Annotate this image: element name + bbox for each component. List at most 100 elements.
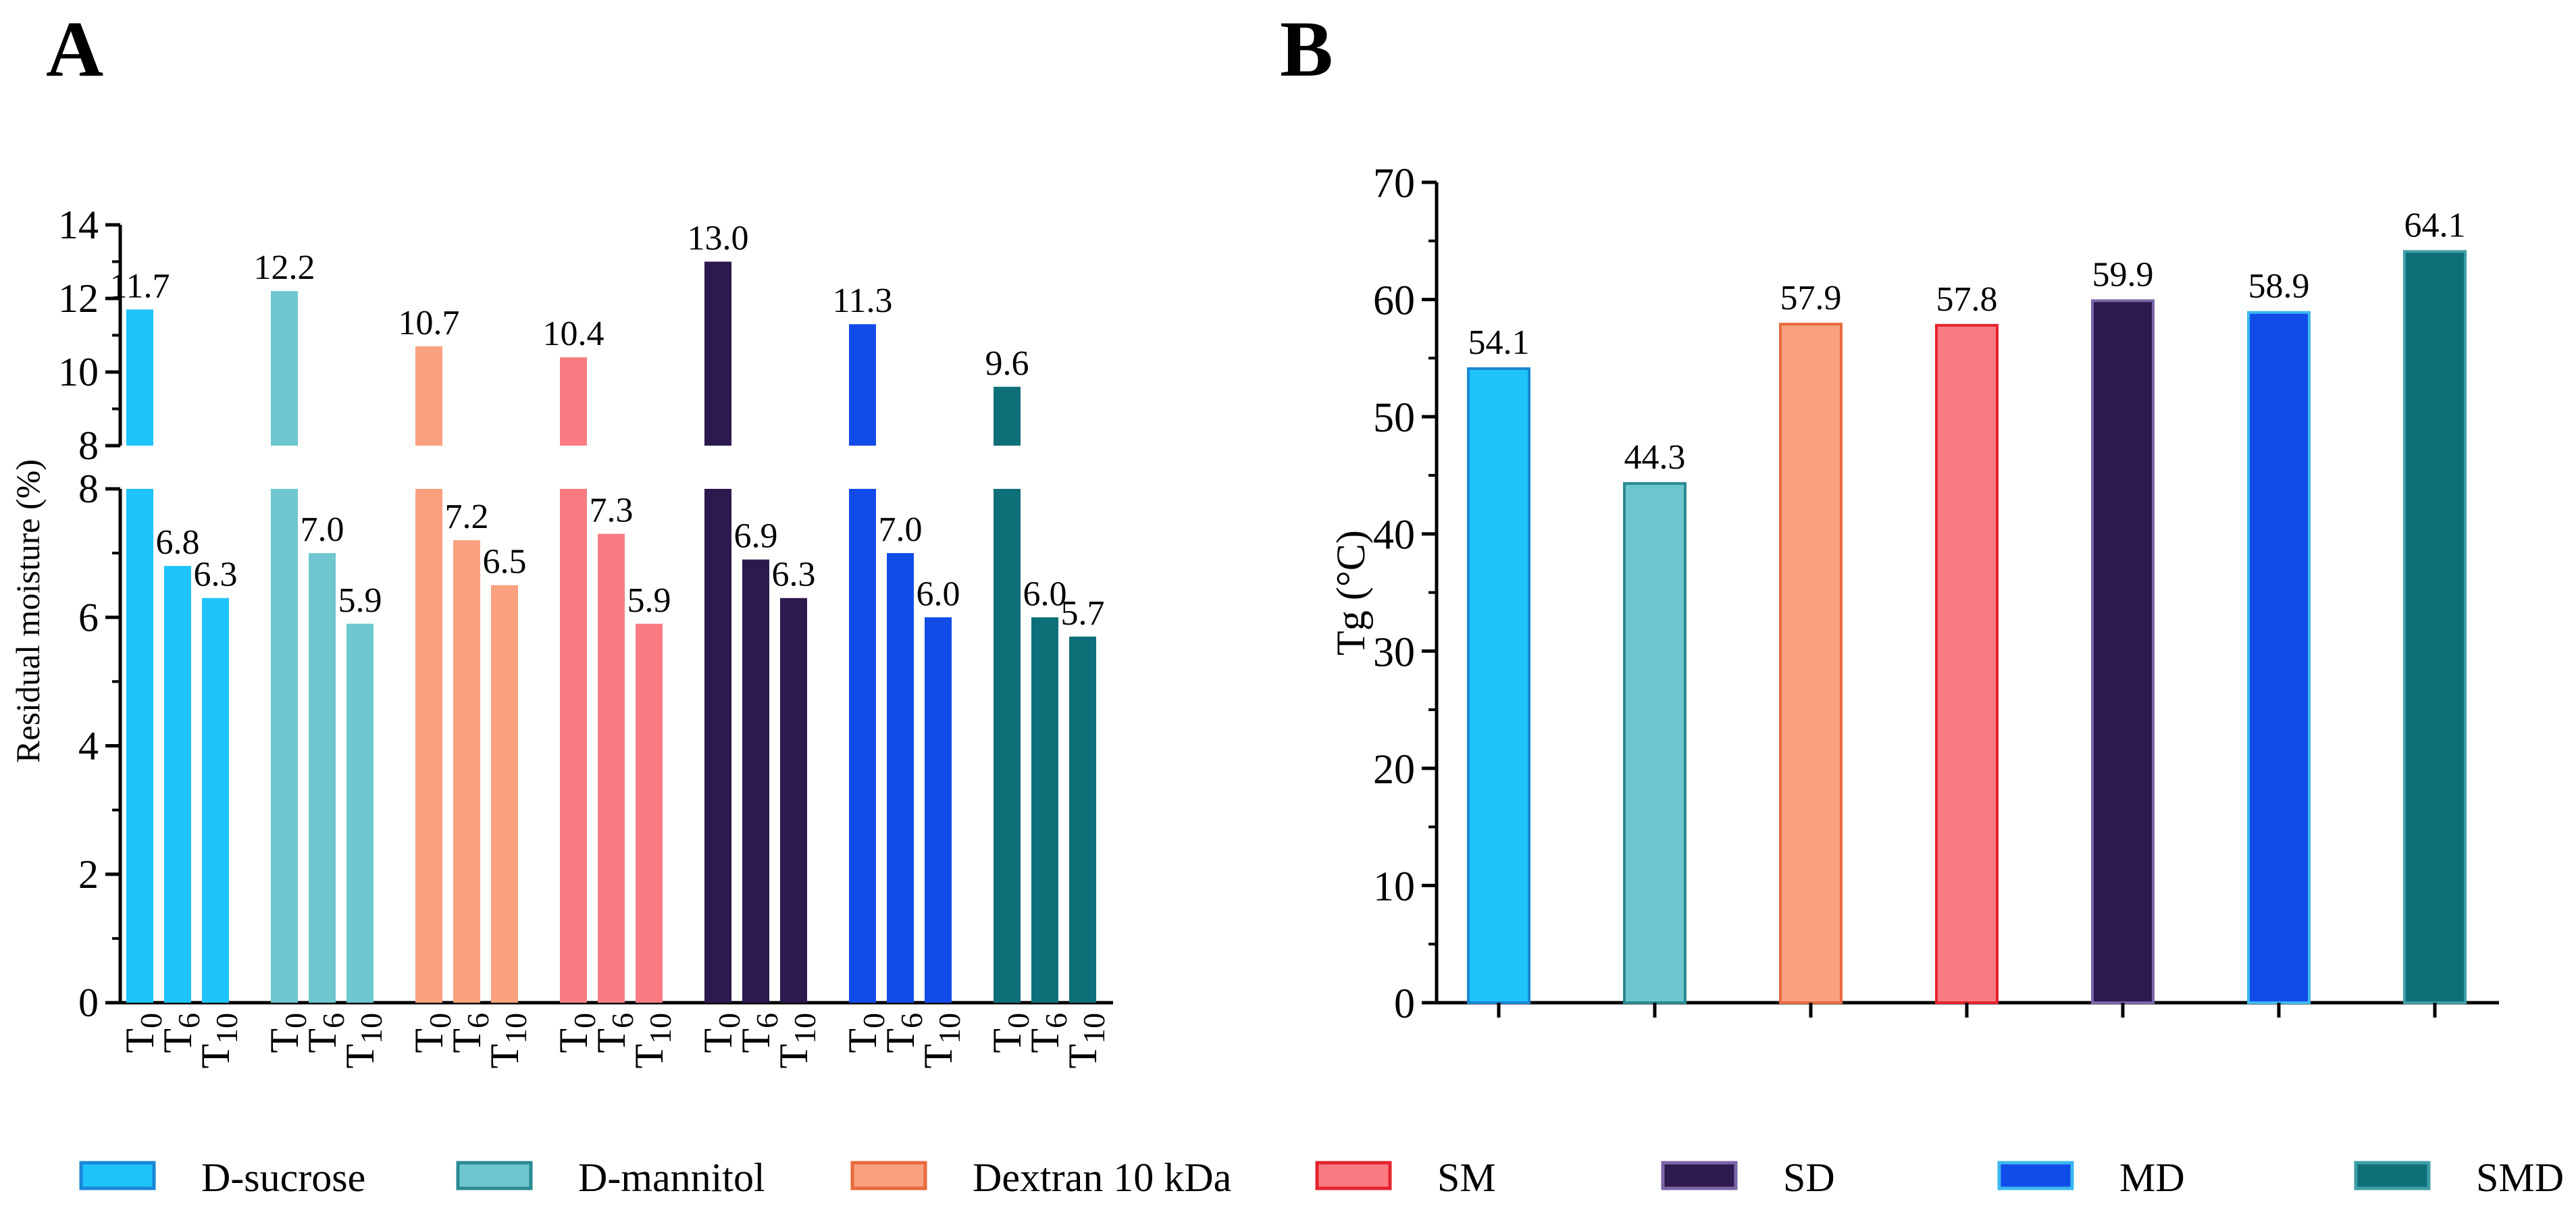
data-label: 11.3: [832, 282, 892, 320]
bar: [453, 540, 480, 1003]
x-tick-label-main: T: [444, 1028, 489, 1053]
x-tick-label-main: T: [589, 1028, 634, 1053]
legend-label: D-mannitol: [578, 1155, 765, 1200]
x-tick-label: T6: [878, 1013, 929, 1053]
data-label: 5.9: [627, 581, 671, 620]
legend-swatch: [79, 1161, 156, 1190]
bar: [704, 489, 731, 1003]
legend-swatch: [1315, 1161, 1392, 1190]
x-tick-label-sub: 0: [1001, 1013, 1035, 1028]
bar: [887, 553, 914, 1003]
x-tick-label: T10: [771, 1013, 822, 1069]
x-tick-label-main: T: [878, 1028, 923, 1053]
y-tick-label: 10: [58, 350, 99, 394]
x-tick-label-sub: 0: [712, 1013, 746, 1028]
bar: [271, 291, 298, 446]
y-tick-label: 30: [1373, 629, 1415, 675]
bar: [126, 309, 153, 446]
bar: [2403, 250, 2467, 1005]
x-tick-label: T0: [262, 1013, 313, 1053]
x-tick-label-main: T: [118, 1028, 162, 1053]
y-tick-label: 14: [58, 203, 99, 247]
x-tick-label: T6: [733, 1013, 784, 1053]
x-tick-label-sub: 10: [498, 1013, 533, 1044]
data-label: 10.7: [398, 304, 460, 342]
legend-label: SMD: [2476, 1155, 2564, 1200]
x-tick-label-main: T: [1060, 1044, 1105, 1069]
legend-swatch: [1661, 1161, 1738, 1190]
x-tick-label-sub: 0: [278, 1013, 313, 1028]
bar: [780, 598, 807, 1003]
x-tick-label: T0: [985, 1013, 1035, 1053]
data-label: 59.9: [2092, 255, 2154, 294]
data-label: 5.9: [338, 581, 382, 620]
x-tick-label-main: T: [916, 1044, 960, 1069]
y-tick-label: 4: [78, 724, 99, 768]
data-label: 7.2: [445, 498, 489, 536]
x-tick-label-main: T: [482, 1044, 527, 1069]
y-tick-label: 8: [78, 467, 99, 511]
bar: [202, 598, 229, 1003]
x-tick-label: T0: [407, 1013, 457, 1053]
x-tick-label-sub: 10: [788, 1013, 822, 1044]
x-tick-label-sub: 6: [750, 1013, 784, 1028]
data-label: 6.9: [734, 517, 778, 556]
x-tick-label: T10: [1060, 1013, 1111, 1069]
panel-a-label: A: [46, 5, 103, 93]
x-tick-label-main: T: [985, 1028, 1029, 1053]
x-tick-label-main: T: [155, 1028, 200, 1053]
x-tick-label: T0: [840, 1013, 891, 1053]
y-tick-label: 8: [78, 423, 99, 468]
legend-label: SM: [1437, 1155, 1496, 1200]
y-tick-label: 50: [1373, 395, 1415, 441]
legend-swatch: [2354, 1161, 2431, 1190]
x-tick-label-sub: 6: [894, 1013, 929, 1028]
bar: [742, 559, 769, 1003]
y-tick-label: 2: [78, 852, 99, 897]
x-tick-label-sub: 6: [605, 1013, 640, 1028]
x-tick-label-main: T: [300, 1028, 344, 1053]
bar: [849, 489, 876, 1003]
x-tick-label: T0: [551, 1013, 602, 1053]
x-tick-label: T10: [338, 1013, 388, 1069]
y-tick-label: 6: [78, 595, 99, 639]
x-tick-label-main: T: [733, 1028, 778, 1053]
legend-swatch: [456, 1161, 533, 1190]
x-tick-label-main: T: [407, 1028, 451, 1053]
x-tick-label-sub: 0: [423, 1013, 457, 1028]
data-label: 64.1: [2404, 206, 2466, 244]
bar: [704, 261, 731, 446]
x-tick-label: T10: [193, 1013, 244, 1069]
bar: [491, 585, 518, 1003]
legend-label: SD: [1783, 1155, 1835, 1200]
data-label: 10.4: [543, 315, 604, 353]
x-tick-label-main: T: [193, 1044, 238, 1069]
legend-label: Dextran 10 kDa: [973, 1155, 1231, 1200]
bar: [415, 346, 442, 446]
x-tick-label-main: T: [696, 1028, 740, 1053]
x-tick-label-sub: 10: [643, 1013, 677, 1044]
bar: [2247, 311, 2311, 1004]
data-label: 12.2: [254, 248, 315, 287]
x-tick-label: T6: [589, 1013, 640, 1053]
bar: [271, 489, 298, 1003]
x-tick-label-sub: 10: [209, 1013, 244, 1044]
x-tick-label-main: T: [338, 1044, 382, 1069]
y-tick-label: 70: [1373, 161, 1415, 207]
x-tick-label-sub: 0: [134, 1013, 168, 1028]
data-label: 7.0: [301, 510, 344, 549]
data-label: 13.0: [688, 219, 749, 258]
bar: [309, 553, 336, 1003]
bar: [560, 489, 587, 1003]
x-tick-label: T6: [155, 1013, 206, 1053]
data-label: 57.9: [1780, 279, 1842, 317]
y-tick-label: 20: [1373, 747, 1415, 793]
data-label: 11.7: [109, 267, 170, 305]
bar: [1935, 323, 1999, 1004]
x-tick-label-main: T: [262, 1028, 307, 1053]
bar: [560, 357, 587, 446]
data-label: 58.9: [2248, 267, 2310, 306]
x-tick-label: T6: [300, 1013, 351, 1053]
